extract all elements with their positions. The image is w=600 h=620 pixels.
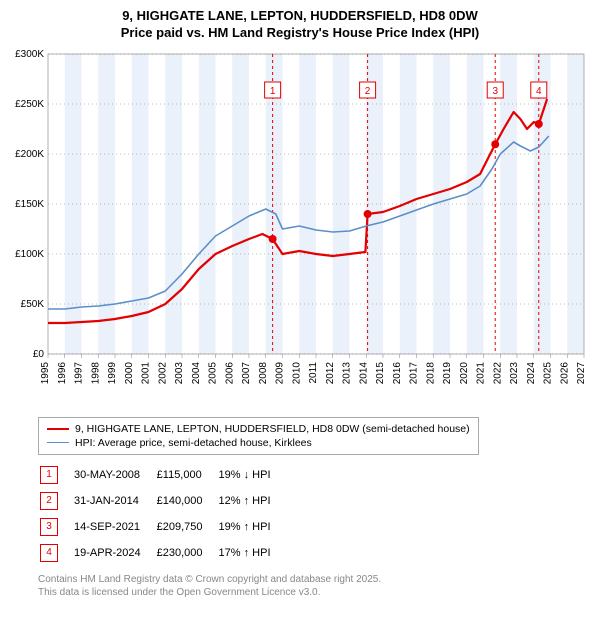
chart-container: £0 £50K £100K £150K £200K £250K £300K 1995 1996 1… xyxy=(8,46,592,411)
legend: 9, HIGHGATE LANE, LEPTON, HUDDERSFIELD, … xyxy=(38,417,479,455)
event-price: £115,000 xyxy=(157,463,217,487)
svg-text:2019: 2019 xyxy=(442,361,453,384)
event-date: 31-JAN-2014 xyxy=(74,489,155,513)
svg-text:2024: 2024 xyxy=(526,361,537,384)
event-delta: 19% ↑ HPI xyxy=(219,515,285,539)
svg-text:2: 2 xyxy=(365,86,371,97)
svg-text:2023: 2023 xyxy=(509,361,520,384)
svg-text:1996: 1996 xyxy=(57,361,68,384)
svg-text:2022: 2022 xyxy=(492,361,503,384)
svg-text:2003: 2003 xyxy=(174,361,185,384)
event-marker: 4 xyxy=(40,544,58,562)
event-delta: 17% ↑ HPI xyxy=(219,541,285,565)
svg-text:1999: 1999 xyxy=(107,361,118,384)
event-marker: 2 xyxy=(40,492,58,510)
table-row: 4 19-APR-2024£230,00017% ↑ HPI xyxy=(40,541,285,565)
svg-text:2005: 2005 xyxy=(208,361,219,384)
svg-text:1995: 1995 xyxy=(40,361,51,384)
legend-label: HPI: Average price, semi-detached house,… xyxy=(75,437,312,449)
svg-text:2001: 2001 xyxy=(141,361,152,384)
svg-text:2020: 2020 xyxy=(459,361,470,384)
chart-title: 9, HIGHGATE LANE, LEPTON, HUDDERSFIELD, … xyxy=(8,8,592,42)
title-line1: 9, HIGHGATE LANE, LEPTON, HUDDERSFIELD, … xyxy=(8,8,592,25)
event-price: £230,000 xyxy=(157,541,217,565)
price-chart: £0 £50K £100K £150K £200K £250K £300K 1995 1996 1… xyxy=(8,46,592,406)
copyright-line1: Contains HM Land Registry data © Crown c… xyxy=(38,573,592,586)
legend-label: 9, HIGHGATE LANE, LEPTON, HUDDERSFIELD, … xyxy=(75,423,470,435)
svg-text:2021: 2021 xyxy=(476,361,487,384)
svg-text:£0: £0 xyxy=(33,349,45,360)
svg-text:2002: 2002 xyxy=(157,361,168,384)
svg-text:3: 3 xyxy=(492,86,498,97)
svg-text:£50K: £50K xyxy=(21,299,45,310)
svg-text:2013: 2013 xyxy=(342,361,353,384)
svg-text:2004: 2004 xyxy=(191,361,202,384)
table-row: 3 14-SEP-2021£209,75019% ↑ HPI xyxy=(40,515,285,539)
svg-text:1: 1 xyxy=(270,86,276,97)
svg-text:1997: 1997 xyxy=(74,361,85,384)
event-price: £209,750 xyxy=(157,515,217,539)
event-marker: 1 xyxy=(40,466,58,484)
svg-text:2027: 2027 xyxy=(576,361,587,384)
svg-text:2008: 2008 xyxy=(258,361,269,384)
event-price: £140,000 xyxy=(157,489,217,513)
svg-text:2016: 2016 xyxy=(392,361,403,384)
svg-text:£150K: £150K xyxy=(15,199,44,210)
svg-text:£300K: £300K xyxy=(15,49,44,60)
svg-text:2015: 2015 xyxy=(375,361,386,384)
svg-text:2010: 2010 xyxy=(291,361,302,384)
copyright-line2: This data is licensed under the Open Gov… xyxy=(38,586,592,599)
legend-row: 9, HIGHGATE LANE, LEPTON, HUDDERSFIELD, … xyxy=(47,422,470,436)
svg-text:1998: 1998 xyxy=(90,361,101,384)
svg-text:2009: 2009 xyxy=(275,361,286,384)
svg-text:2026: 2026 xyxy=(559,361,570,384)
table-row: 1 30-MAY-2008£115,00019% ↓ HPI xyxy=(40,463,285,487)
svg-text:£200K: £200K xyxy=(15,149,44,160)
svg-text:£100K: £100K xyxy=(15,249,44,260)
legend-swatch xyxy=(47,442,69,443)
svg-text:2025: 2025 xyxy=(543,361,554,384)
event-date: 19-APR-2024 xyxy=(74,541,155,565)
legend-row: HPI: Average price, semi-detached house,… xyxy=(47,436,470,450)
event-date: 14-SEP-2021 xyxy=(74,515,155,539)
svg-text:2006: 2006 xyxy=(224,361,235,384)
svg-text:2007: 2007 xyxy=(241,361,252,384)
svg-text:2014: 2014 xyxy=(358,361,369,384)
svg-text:2017: 2017 xyxy=(409,361,420,384)
svg-text:£250K: £250K xyxy=(15,99,44,110)
legend-swatch xyxy=(47,428,69,430)
table-row: 2 31-JAN-2014£140,00012% ↑ HPI xyxy=(40,489,285,513)
copyright: Contains HM Land Registry data © Crown c… xyxy=(38,573,592,599)
event-date: 30-MAY-2008 xyxy=(74,463,155,487)
svg-text:2018: 2018 xyxy=(425,361,436,384)
event-delta: 12% ↑ HPI xyxy=(219,489,285,513)
event-delta: 19% ↓ HPI xyxy=(219,463,285,487)
events-table: 1 30-MAY-2008£115,00019% ↓ HPI 2 31-JAN-201… xyxy=(38,461,287,567)
svg-text:2000: 2000 xyxy=(124,361,135,384)
svg-text:2011: 2011 xyxy=(308,361,319,383)
title-line2: Price paid vs. HM Land Registry's House … xyxy=(8,25,592,42)
svg-text:4: 4 xyxy=(536,86,542,97)
svg-text:2012: 2012 xyxy=(325,361,336,384)
event-marker: 3 xyxy=(40,518,58,536)
